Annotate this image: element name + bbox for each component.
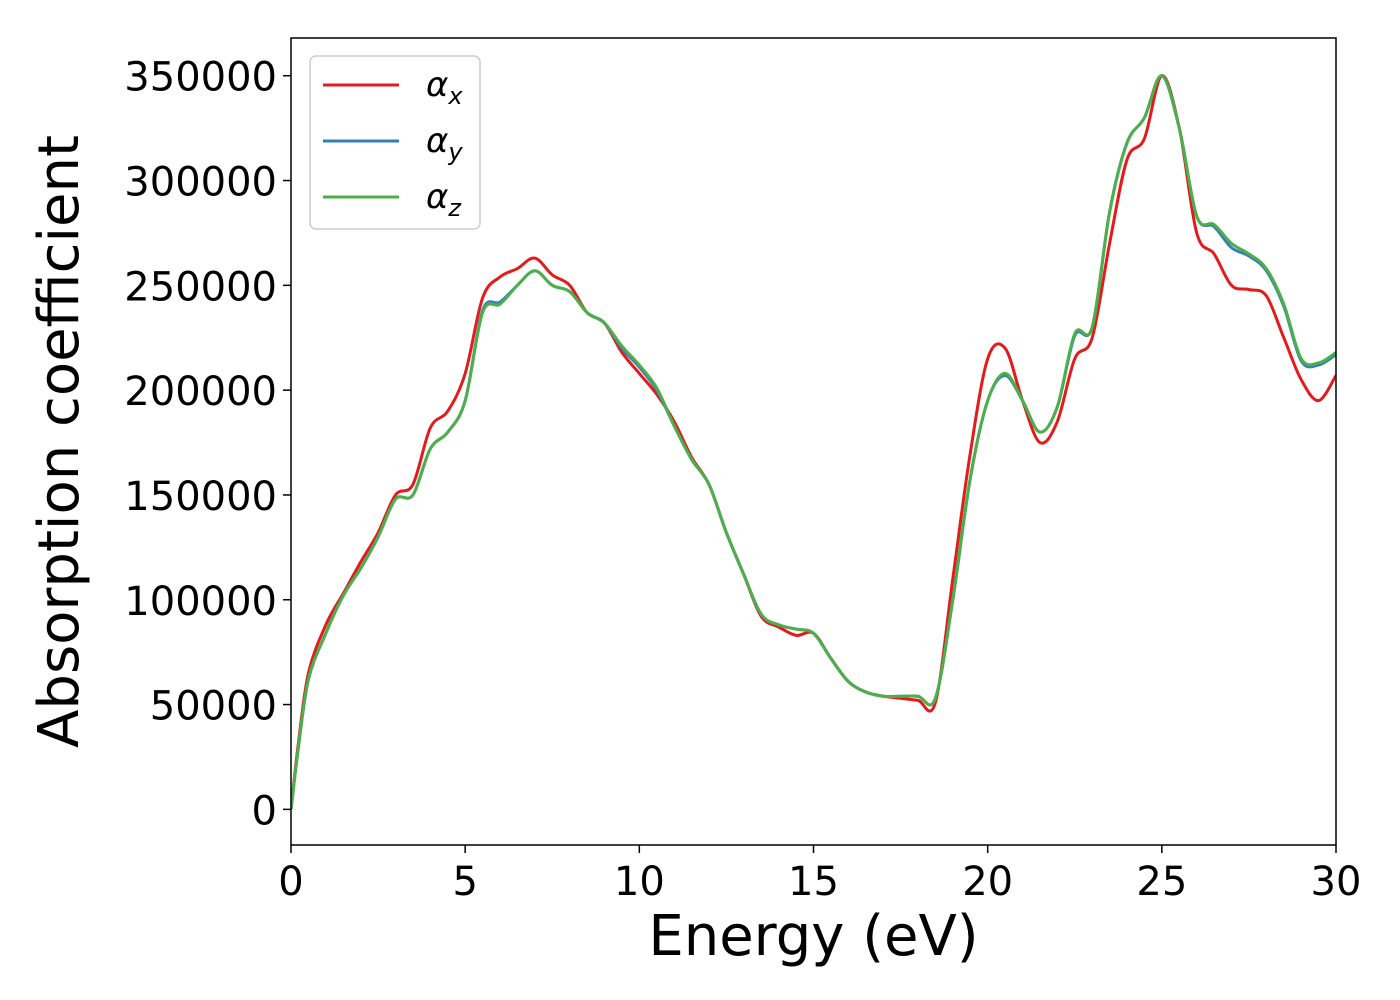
- x-tick-label: 10: [614, 859, 665, 905]
- legend-symbol: α: [426, 177, 448, 217]
- x-tick-label: 5: [452, 859, 477, 905]
- legend-label-alpha-z: αz: [426, 177, 462, 222]
- y-tick-label: 350000: [124, 55, 277, 101]
- x-tick-label: 30: [1311, 859, 1362, 905]
- series-layer: [291, 74, 1336, 810]
- legend-subscript: x: [447, 82, 463, 110]
- x-axis-label: Energy (eV): [648, 904, 978, 969]
- y-tick-label: 100000: [124, 579, 277, 625]
- y-tick-label: 250000: [124, 264, 277, 310]
- legend-symbol: α: [426, 65, 448, 105]
- y-tick-label: 50000: [150, 684, 277, 730]
- x-tick-label: 20: [962, 859, 1013, 905]
- y-tick-label: 150000: [124, 474, 277, 520]
- legend-symbol: α: [426, 121, 448, 161]
- y-axis-label: Absorption coefficient: [27, 135, 92, 748]
- x-tick-label: 25: [1136, 859, 1187, 905]
- ticks-layer: 0 5 10 15 20 25 30 0 50000 100000 150000 200000 2500…: [124, 55, 1361, 905]
- y-tick-label: 200000: [124, 369, 277, 415]
- y-tick-label: 300000: [124, 160, 277, 206]
- x-tick-label: 15: [788, 859, 839, 905]
- legend-subscript: z: [447, 194, 462, 222]
- y-tick-label: 0: [252, 788, 277, 834]
- series-line-alpha-z: [291, 74, 1336, 810]
- legend-subscript: y: [447, 138, 463, 166]
- legend-label-alpha-y: αy: [426, 121, 463, 166]
- legend-label-alpha-x: αx: [426, 65, 463, 110]
- x-tick-label: 0: [278, 859, 303, 905]
